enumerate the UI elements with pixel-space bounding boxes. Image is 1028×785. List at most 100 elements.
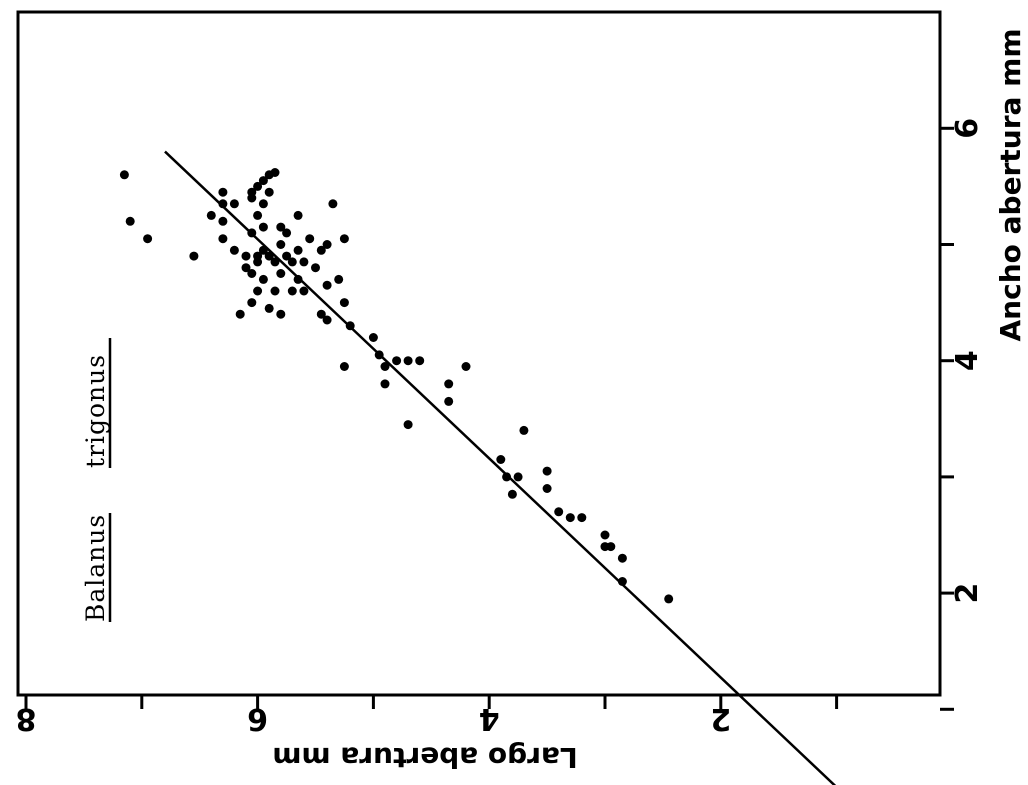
- data-point: [241, 251, 251, 261]
- data-point: [617, 577, 627, 586]
- data-point: [206, 210, 216, 220]
- species-annotation: Balanus trigonus: [81, 338, 112, 622]
- data-point: [316, 245, 326, 255]
- data-point: [258, 274, 268, 284]
- y-axis-label: Ancho abertura mm: [994, 29, 1027, 342]
- data-point: [276, 222, 286, 232]
- data-point: [276, 240, 286, 249]
- data-point: [276, 309, 286, 319]
- data-point: [218, 234, 228, 244]
- data-point: [270, 257, 280, 267]
- data-point: [247, 298, 257, 308]
- data-point: [293, 245, 303, 255]
- x-axis-ticks: 8 6 4 2: [16, 695, 839, 736]
- data-point: [328, 199, 338, 209]
- data-point: [577, 513, 587, 523]
- data-point: [664, 594, 674, 604]
- data-point: [461, 362, 471, 371]
- data-point: [282, 251, 292, 261]
- data-point: [218, 199, 228, 209]
- data-point: [258, 222, 268, 232]
- data-point: [444, 379, 454, 389]
- data-point: [339, 362, 349, 371]
- data-point: [334, 274, 344, 284]
- y-axis-ticks: 2 4 6: [940, 118, 985, 711]
- data-point: [502, 472, 512, 482]
- data-point: [299, 257, 309, 267]
- data-point: [600, 530, 610, 540]
- data-point: [345, 321, 355, 331]
- data-point: [218, 216, 228, 226]
- data-point: [316, 309, 326, 319]
- data-point: [247, 228, 257, 238]
- data-point: [125, 216, 135, 226]
- data-point: [507, 489, 517, 499]
- regression-line: [164, 150, 837, 785]
- data-point: [322, 240, 332, 249]
- data-point: [235, 309, 245, 319]
- data-point: [542, 466, 552, 476]
- data-point: [368, 333, 378, 342]
- data-point: [415, 356, 425, 366]
- points-layer: [119, 168, 674, 604]
- data-point: [542, 484, 552, 493]
- data-point: [241, 263, 251, 273]
- data-point: [374, 350, 384, 360]
- data-point: [247, 269, 257, 278]
- data-point: [264, 187, 274, 197]
- data-point: [258, 176, 268, 186]
- data-point: [293, 274, 303, 284]
- data-point: [253, 210, 263, 220]
- data-point: [444, 396, 454, 406]
- data-point: [258, 199, 268, 209]
- data-point: [496, 455, 506, 464]
- data-point: [119, 170, 129, 180]
- data-point: [305, 234, 315, 244]
- data-point: [617, 553, 627, 563]
- x-tick-label: 6: [247, 701, 268, 736]
- data-point: [253, 181, 263, 191]
- data-point: [287, 257, 297, 267]
- data-point: [270, 286, 280, 296]
- data-point: [339, 234, 349, 244]
- data-point: [565, 513, 575, 523]
- data-point: [276, 269, 286, 278]
- y-tick-label: 6: [950, 118, 985, 139]
- data-point: [189, 251, 199, 261]
- data-point: [519, 425, 529, 435]
- data-point: [392, 356, 402, 366]
- x-tick-label: 8: [16, 701, 37, 736]
- x-tick-label: 4: [479, 701, 500, 736]
- data-point: [380, 379, 390, 389]
- annotation-genus: Balanus: [81, 514, 110, 622]
- data-point: [293, 210, 303, 220]
- data-point: [299, 286, 309, 296]
- data-point: [253, 257, 263, 267]
- data-point: [264, 251, 274, 261]
- data-point: [403, 356, 413, 366]
- data-point: [380, 362, 390, 371]
- plot-frame: [16, 10, 942, 697]
- data-point: [339, 298, 349, 308]
- data-point: [270, 168, 280, 177]
- data-point: [282, 228, 292, 238]
- data-point: [229, 245, 239, 255]
- data-point: [322, 315, 332, 325]
- data-point: [229, 199, 239, 209]
- data-point: [247, 193, 257, 203]
- data-point: [554, 507, 564, 517]
- annotation-species: trigonus: [81, 354, 110, 468]
- data-point: [218, 187, 228, 197]
- data-point: [606, 542, 616, 552]
- data-point: [311, 263, 320, 273]
- data-point: [322, 280, 332, 290]
- y-tick-label: 4: [950, 350, 985, 371]
- y-tick-label: 2: [950, 583, 985, 604]
- data-point: [258, 245, 268, 255]
- data-point: [403, 420, 413, 430]
- data-point: [253, 286, 263, 296]
- data-point: [287, 286, 297, 296]
- data-point: [143, 234, 153, 244]
- x-tick-label: 2: [710, 701, 731, 736]
